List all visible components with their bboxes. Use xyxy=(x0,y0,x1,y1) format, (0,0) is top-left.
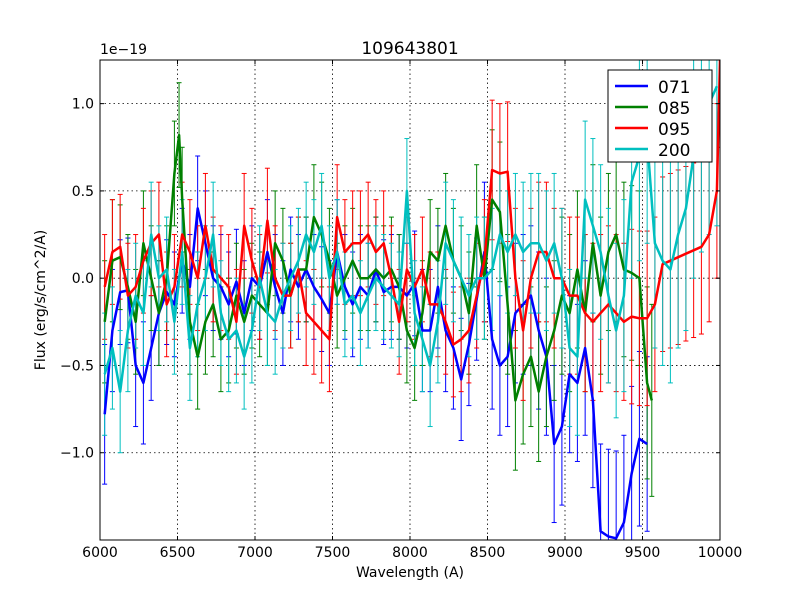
y-tick-label: 1.0 xyxy=(72,97,94,113)
series-line-200 xyxy=(103,85,719,393)
legend-label-071: 071 xyxy=(658,78,690,98)
axis-ticks: 6000 6500 7000 7500 8000 8500 9000 9500 10000 −1.… xyxy=(60,60,742,561)
x-tick-label: 6000 xyxy=(82,545,118,561)
chart-title: 109643801 xyxy=(361,39,458,59)
x-tick-label: 6500 xyxy=(160,545,196,561)
series-line-095 xyxy=(103,60,720,346)
series-line-085 xyxy=(103,133,654,402)
x-tick-label: 10000 xyxy=(698,545,743,561)
x-tick-label: 9000 xyxy=(547,545,583,561)
legend-label-200: 200 xyxy=(658,141,690,161)
legend-label-095: 095 xyxy=(658,120,690,140)
data-layer xyxy=(102,60,720,540)
y-tick-label: 0.0 xyxy=(72,271,94,287)
x-tick-label: 7500 xyxy=(315,545,351,561)
x-tick-label: 8000 xyxy=(392,545,428,561)
legend-label-085: 085 xyxy=(658,99,690,119)
y-tick-label: 0.5 xyxy=(72,184,94,200)
y-axis-label: Flux (erg/s/cm^2/A) xyxy=(33,230,49,370)
y-tick-label: −1.0 xyxy=(60,446,94,462)
x-tick-label: 8500 xyxy=(470,545,506,561)
x-tick-label: 7000 xyxy=(237,545,273,561)
y-offset-label: 1e−19 xyxy=(100,42,147,58)
x-axis-label: Wavelength (A) xyxy=(356,565,464,581)
y-tick-label: −0.5 xyxy=(60,358,94,374)
x-tick-label: 9500 xyxy=(625,545,661,561)
